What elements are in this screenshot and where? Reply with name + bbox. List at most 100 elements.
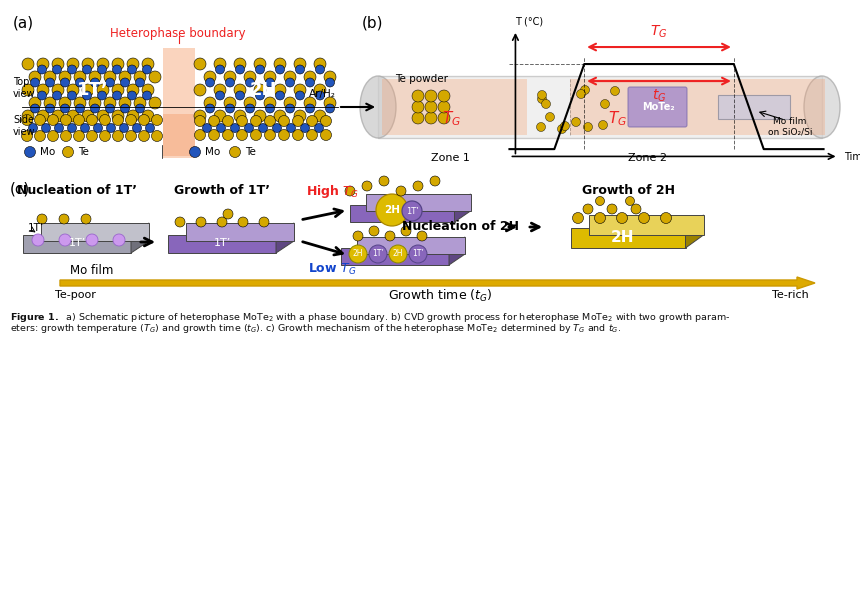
Circle shape bbox=[286, 123, 296, 132]
Circle shape bbox=[274, 110, 286, 122]
Circle shape bbox=[305, 104, 315, 113]
Circle shape bbox=[385, 231, 395, 241]
Circle shape bbox=[583, 204, 593, 214]
Circle shape bbox=[244, 71, 256, 83]
Circle shape bbox=[30, 78, 40, 87]
Circle shape bbox=[37, 214, 47, 224]
Circle shape bbox=[296, 65, 304, 74]
Bar bbox=[382, 79, 527, 135]
Circle shape bbox=[82, 84, 94, 96]
Circle shape bbox=[90, 78, 100, 87]
Circle shape bbox=[265, 115, 275, 126]
Circle shape bbox=[237, 129, 248, 140]
Polygon shape bbox=[449, 237, 465, 265]
Circle shape bbox=[279, 115, 290, 126]
Circle shape bbox=[37, 84, 49, 96]
Circle shape bbox=[100, 115, 110, 126]
Circle shape bbox=[206, 104, 214, 113]
Circle shape bbox=[237, 115, 248, 126]
Circle shape bbox=[143, 91, 151, 100]
Circle shape bbox=[149, 71, 161, 83]
Circle shape bbox=[438, 101, 450, 113]
Circle shape bbox=[34, 115, 46, 126]
Circle shape bbox=[67, 84, 79, 96]
Circle shape bbox=[113, 131, 124, 142]
Circle shape bbox=[52, 58, 64, 70]
Circle shape bbox=[60, 115, 71, 126]
Circle shape bbox=[120, 123, 128, 132]
Circle shape bbox=[300, 123, 310, 132]
Circle shape bbox=[52, 110, 64, 122]
Text: Mo: Mo bbox=[40, 147, 55, 157]
Circle shape bbox=[100, 131, 110, 142]
Circle shape bbox=[223, 115, 234, 126]
Circle shape bbox=[230, 123, 239, 132]
Circle shape bbox=[286, 78, 294, 87]
Circle shape bbox=[106, 104, 114, 113]
Circle shape bbox=[89, 97, 101, 109]
Circle shape bbox=[113, 91, 121, 100]
Circle shape bbox=[294, 110, 306, 122]
Circle shape bbox=[379, 176, 389, 186]
Circle shape bbox=[425, 101, 437, 113]
Circle shape bbox=[273, 123, 281, 132]
Circle shape bbox=[275, 91, 285, 100]
Text: Mo film
on SiO₂/Si: Mo film on SiO₂/Si bbox=[768, 117, 812, 137]
Circle shape bbox=[194, 84, 206, 96]
Circle shape bbox=[74, 97, 86, 109]
Circle shape bbox=[204, 71, 216, 83]
Circle shape bbox=[296, 91, 304, 100]
Circle shape bbox=[396, 186, 406, 196]
Circle shape bbox=[142, 58, 154, 70]
Text: Low $T_G$: Low $T_G$ bbox=[308, 262, 356, 276]
Circle shape bbox=[306, 115, 317, 126]
Circle shape bbox=[44, 71, 56, 83]
FancyBboxPatch shape bbox=[628, 87, 687, 127]
Circle shape bbox=[561, 121, 569, 131]
Circle shape bbox=[67, 58, 79, 70]
Circle shape bbox=[259, 123, 267, 132]
Polygon shape bbox=[131, 223, 149, 253]
Circle shape bbox=[306, 129, 317, 140]
Text: Te-poor: Te-poor bbox=[54, 290, 95, 300]
Circle shape bbox=[412, 112, 424, 124]
Circle shape bbox=[324, 71, 336, 83]
Circle shape bbox=[292, 129, 304, 140]
Circle shape bbox=[112, 110, 124, 122]
Circle shape bbox=[266, 104, 274, 113]
Circle shape bbox=[254, 84, 266, 96]
Circle shape bbox=[538, 94, 546, 104]
Circle shape bbox=[138, 115, 150, 126]
Circle shape bbox=[34, 131, 46, 142]
Text: (b): (b) bbox=[362, 16, 384, 31]
FancyArrow shape bbox=[60, 277, 815, 289]
Circle shape bbox=[438, 90, 450, 102]
Circle shape bbox=[29, 71, 41, 83]
Circle shape bbox=[29, 97, 41, 109]
Circle shape bbox=[660, 213, 672, 224]
Circle shape bbox=[81, 214, 91, 224]
Circle shape bbox=[438, 112, 450, 124]
Circle shape bbox=[134, 97, 146, 109]
Polygon shape bbox=[357, 237, 465, 254]
Circle shape bbox=[132, 123, 142, 132]
Circle shape bbox=[59, 214, 69, 224]
Circle shape bbox=[67, 91, 77, 100]
Text: Nucleation of 1T’: Nucleation of 1T’ bbox=[17, 185, 137, 197]
Polygon shape bbox=[685, 215, 703, 248]
Circle shape bbox=[46, 104, 54, 113]
Circle shape bbox=[234, 110, 246, 122]
Circle shape bbox=[38, 65, 46, 74]
Circle shape bbox=[292, 115, 304, 126]
Text: Te: Te bbox=[78, 147, 89, 157]
Circle shape bbox=[127, 110, 139, 122]
Circle shape bbox=[230, 147, 241, 158]
Circle shape bbox=[136, 104, 144, 113]
Circle shape bbox=[631, 204, 641, 214]
Circle shape bbox=[113, 65, 121, 74]
Circle shape bbox=[314, 58, 326, 70]
Text: Zone 1: Zone 1 bbox=[431, 153, 470, 163]
Circle shape bbox=[216, 65, 224, 74]
Circle shape bbox=[112, 58, 124, 70]
Circle shape bbox=[412, 101, 424, 113]
